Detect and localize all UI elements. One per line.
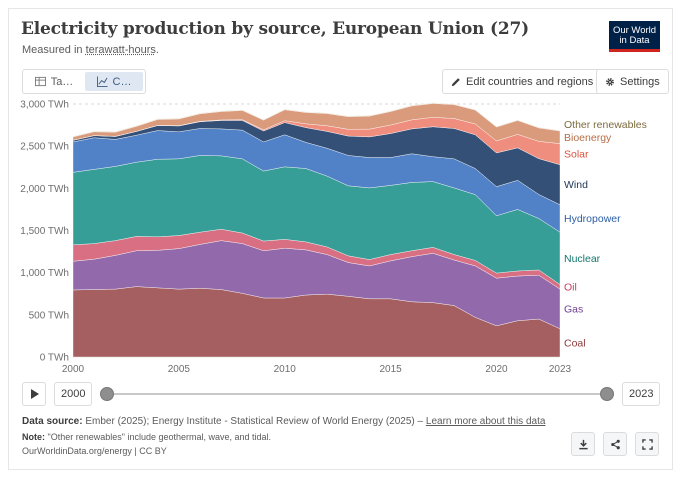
- chart-subtitle: Measured in terawatt-hours.: [22, 44, 159, 56]
- subtitle-suffix: .: [155, 44, 159, 56]
- x-tick-label: 2020: [485, 364, 508, 375]
- settings-button[interactable]: Settings: [596, 69, 669, 94]
- series-label-oil: Oil: [564, 281, 577, 293]
- learn-more-link[interactable]: Learn more about this data: [425, 416, 546, 427]
- chart-icon: [96, 76, 108, 87]
- source-text: Ember (2025); Energy Institute - Statist…: [85, 416, 424, 427]
- note-label: Note:: [22, 432, 45, 442]
- tab-chart-label: C…: [112, 75, 132, 88]
- series-label-coal: Coal: [564, 337, 586, 349]
- gear-icon: [606, 77, 614, 86]
- unit-link[interactable]: terawatt-hours: [85, 44, 156, 56]
- series-label-gas: Gas: [564, 303, 583, 315]
- logo-line2: in Data: [619, 35, 650, 46]
- source-label: Data source:: [22, 416, 83, 427]
- area-other-renewables: [72, 102, 561, 138]
- chart-note: Note: "Other renewables" include geother…: [22, 432, 271, 442]
- settings-label: Settings: [620, 75, 660, 88]
- timeline-start-handle[interactable]: [100, 387, 114, 401]
- y-tick-label: 1,000 TWh: [20, 268, 69, 279]
- tab-table[interactable]: Ta…: [25, 72, 83, 91]
- timeline-end-handle[interactable]: [600, 387, 614, 401]
- view-tabs: Ta… C…: [22, 69, 146, 94]
- area-chart: 0 TWh 500 TWh 1,000 TWh 1,500 TWh 2,000 TWh 2…: [20, 100, 647, 376]
- x-tick-label: 2023: [549, 364, 572, 375]
- end-year-box[interactable]: 2023: [622, 382, 661, 406]
- table-icon: [34, 76, 46, 87]
- pencil-icon: [451, 77, 460, 86]
- y-tick-label: 500 TWh: [29, 310, 69, 321]
- fullscreen-button[interactable]: [635, 432, 659, 456]
- x-tick-label: 2000: [62, 364, 85, 375]
- series-label-nuclear: Nuclear: [564, 253, 601, 265]
- x-tick-label: 2015: [379, 364, 402, 375]
- x-tick-label: 2010: [274, 364, 297, 375]
- play-icon: [30, 389, 39, 399]
- series-label-solar: Solar: [564, 149, 589, 161]
- x-tick-label: 2005: [168, 364, 191, 375]
- series-label-hydropower: Hydropower: [564, 213, 621, 225]
- download-icon: [578, 439, 588, 449]
- start-year-box[interactable]: 2000: [54, 382, 93, 406]
- play-button[interactable]: [22, 382, 46, 406]
- fullscreen-icon: [641, 438, 653, 450]
- y-tick-label: 2,000 TWh: [20, 184, 69, 195]
- y-tick-label: 1,500 TWh: [20, 226, 69, 237]
- y-tick-label: 3,000 TWh: [20, 100, 69, 111]
- series-label-other-renewables: Other renewables: [564, 119, 647, 131]
- series-label-bioenergy: Bioenergy: [564, 132, 612, 144]
- share-button[interactable]: [603, 432, 627, 456]
- edit-countries-label: Edit countries and regions: [466, 75, 594, 88]
- y-tick-label: 0 TWh: [40, 353, 69, 364]
- page-title: Electricity production by source, Europe…: [21, 19, 529, 39]
- data-source: Data source: Ember (2025); Energy Instit…: [22, 416, 545, 427]
- owid-logo[interactable]: Our World in Data: [609, 21, 660, 52]
- origin-url[interactable]: OurWorldinData.org/energy | CC BY: [22, 446, 167, 456]
- y-tick-label: 2,500 TWh: [20, 142, 69, 153]
- logo-line1: Our World: [612, 25, 657, 36]
- note-text: "Other renewables" include geothermal, w…: [47, 432, 272, 442]
- download-button[interactable]: [571, 432, 595, 456]
- tab-table-label: Ta…: [50, 75, 74, 88]
- timeline-track[interactable]: [106, 393, 607, 395]
- tab-chart[interactable]: C…: [85, 72, 143, 91]
- subtitle-prefix: Measured in: [22, 44, 86, 56]
- share-icon: [610, 439, 620, 449]
- series-label-wind: Wind: [564, 179, 588, 191]
